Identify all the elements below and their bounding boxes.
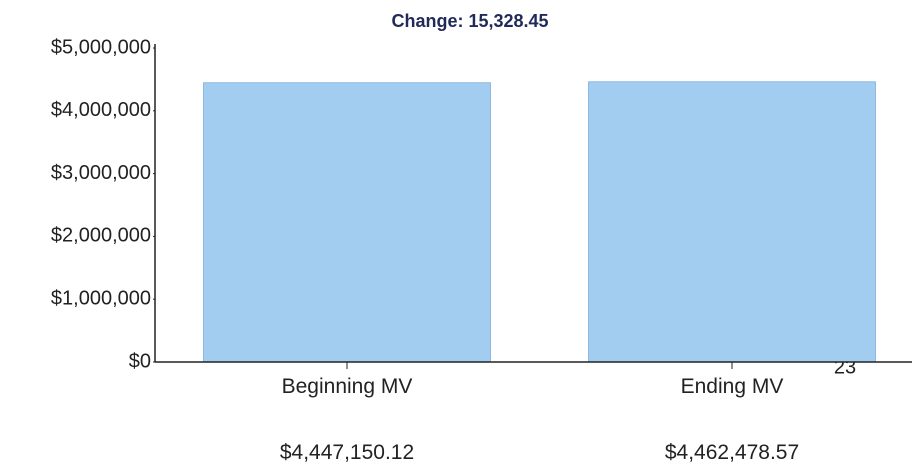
y-tick-label: $3,000,000 [51, 162, 151, 184]
y-tick-label: $5,000,000 [51, 36, 151, 58]
y-tick-label: $2,000,000 [51, 225, 151, 247]
bar [203, 82, 491, 363]
chart-title: Change: 15,328.45 [391, 11, 548, 31]
x-tick-label: Ending MV [680, 375, 784, 398]
x-tick-label: Beginning MV [281, 375, 413, 398]
value-label: $4,462,478.57 [664, 441, 800, 464]
y-tick-label: $1,000,000 [51, 287, 151, 309]
y-tick-label: $4,000,000 [51, 99, 151, 121]
value-label: $4,447,150.12 [279, 441, 415, 464]
bar [588, 81, 876, 363]
y-tick-label: $0 [129, 350, 151, 372]
